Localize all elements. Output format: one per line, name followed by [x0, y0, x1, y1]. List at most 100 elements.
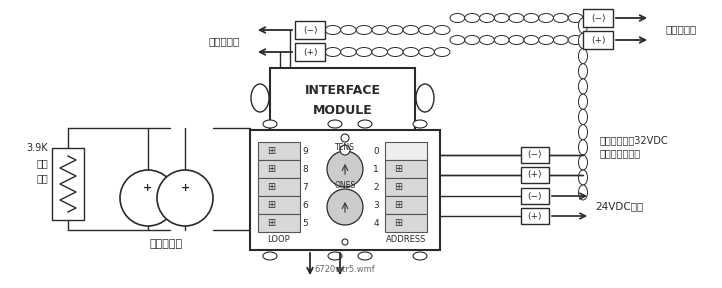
Ellipse shape	[554, 14, 568, 22]
Text: 24VDC电源: 24VDC电源	[595, 201, 643, 211]
Text: INTERFACE: INTERFACE	[305, 84, 380, 96]
Bar	[250, 130, 440, 250]
Ellipse shape	[465, 35, 479, 45]
Circle shape	[327, 151, 363, 187]
Ellipse shape	[388, 48, 403, 56]
Ellipse shape	[578, 185, 588, 200]
Bar	[521, 208, 549, 224]
Ellipse shape	[450, 14, 465, 22]
Ellipse shape	[578, 170, 588, 185]
Bar	[258, 196, 300, 214]
Ellipse shape	[403, 48, 419, 56]
Bar	[521, 167, 549, 183]
Ellipse shape	[263, 120, 277, 128]
Ellipse shape	[568, 35, 583, 45]
Ellipse shape	[372, 26, 388, 35]
Bar	[385, 214, 427, 232]
Ellipse shape	[388, 26, 403, 35]
Text: +: +	[180, 183, 190, 193]
Ellipse shape	[419, 26, 435, 35]
Ellipse shape	[341, 26, 356, 35]
Ellipse shape	[509, 14, 524, 22]
Text: 7: 7	[302, 183, 308, 192]
Bar	[258, 142, 300, 160]
Ellipse shape	[325, 48, 341, 56]
Bar	[385, 196, 427, 214]
Bar	[385, 178, 427, 196]
Ellipse shape	[358, 120, 372, 128]
Text: (−): (−)	[591, 14, 605, 22]
Ellipse shape	[356, 48, 372, 56]
Ellipse shape	[568, 14, 583, 22]
Text: 电阻: 电阻	[36, 173, 48, 183]
Text: 5: 5	[302, 219, 308, 228]
Text: (+): (+)	[591, 35, 605, 45]
Ellipse shape	[479, 35, 495, 45]
Text: ⊞: ⊞	[394, 218, 402, 228]
Circle shape	[340, 145, 350, 155]
Bar	[295, 21, 325, 39]
Bar	[521, 188, 549, 204]
Ellipse shape	[578, 94, 588, 109]
Text: ⊞: ⊞	[267, 182, 275, 192]
Ellipse shape	[578, 155, 588, 170]
Text: (−): (−)	[303, 26, 317, 35]
Text: 普通探测器: 普通探测器	[150, 239, 183, 249]
Ellipse shape	[341, 48, 356, 56]
Ellipse shape	[356, 26, 372, 35]
Ellipse shape	[450, 35, 465, 45]
Ellipse shape	[419, 48, 435, 56]
Bar	[258, 214, 300, 232]
Text: ⊞: ⊞	[267, 200, 275, 210]
Text: (+): (+)	[303, 48, 317, 56]
Text: 4: 4	[373, 219, 379, 228]
Text: 8: 8	[302, 164, 308, 173]
Text: +: +	[144, 183, 152, 193]
Text: ⊞: ⊞	[267, 164, 275, 174]
Text: 终端: 终端	[36, 158, 48, 168]
Bar	[52, 148, 84, 220]
Ellipse shape	[578, 124, 588, 140]
Ellipse shape	[524, 35, 539, 45]
Ellipse shape	[251, 84, 269, 112]
Bar	[295, 43, 325, 61]
Circle shape	[157, 170, 213, 226]
Text: ONES: ONES	[334, 181, 355, 190]
Text: (+): (+)	[528, 211, 542, 221]
Text: TENS: TENS	[335, 143, 355, 151]
Bar	[258, 178, 300, 196]
Bar	[385, 142, 427, 160]
Ellipse shape	[263, 252, 277, 260]
Ellipse shape	[539, 14, 554, 22]
Ellipse shape	[325, 26, 341, 35]
Bar	[583, 9, 613, 27]
Ellipse shape	[524, 14, 539, 22]
Ellipse shape	[479, 14, 495, 22]
Ellipse shape	[578, 18, 588, 33]
Ellipse shape	[403, 26, 419, 35]
Text: 前一个设备: 前一个设备	[665, 24, 696, 34]
Ellipse shape	[328, 252, 342, 260]
Ellipse shape	[413, 120, 427, 128]
Text: ⊞: ⊞	[394, 164, 402, 174]
Ellipse shape	[495, 35, 509, 45]
Ellipse shape	[578, 33, 588, 48]
Ellipse shape	[578, 109, 588, 124]
Text: (−): (−)	[528, 151, 542, 160]
Text: 建议使用双绞线: 建议使用双绞线	[600, 148, 641, 158]
Bar	[385, 160, 427, 178]
Text: 2: 2	[373, 183, 379, 192]
Text: 9: 9	[302, 147, 308, 156]
Text: 3: 3	[373, 200, 379, 209]
Circle shape	[341, 134, 349, 142]
Text: 1: 1	[373, 164, 379, 173]
Text: ⊞: ⊞	[267, 146, 275, 156]
Text: 3.9K: 3.9K	[27, 143, 48, 153]
Circle shape	[120, 170, 176, 226]
Ellipse shape	[578, 64, 588, 79]
Circle shape	[327, 189, 363, 225]
Text: 0: 0	[373, 147, 379, 156]
Ellipse shape	[509, 35, 524, 45]
Bar	[270, 68, 415, 133]
Text: (+): (+)	[528, 170, 542, 179]
